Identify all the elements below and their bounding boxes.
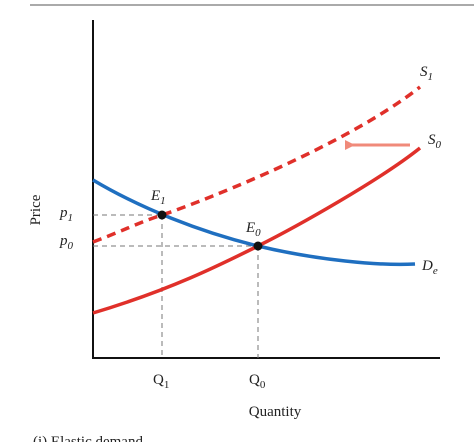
label-sub: e [433, 265, 438, 277]
curve-label: S1 [420, 64, 433, 83]
equilibrium-point [157, 210, 167, 220]
point-label: E0 [245, 220, 261, 239]
x-axis-label: Quantity [249, 404, 302, 420]
label-sub: 0 [436, 139, 442, 151]
curve-label: De [421, 258, 438, 277]
point-label: E1 [150, 188, 166, 207]
supply-s1 [92, 85, 422, 244]
label-base: Q [249, 372, 260, 388]
label-base: E [150, 188, 160, 204]
label-sub: 1 [160, 195, 166, 207]
equilibrium-point [253, 241, 263, 251]
price-label: p1 [59, 205, 73, 224]
label-sub: 0 [255, 227, 261, 239]
label-base: S [428, 132, 436, 148]
y-axis-label: Price [28, 194, 44, 225]
price-label: p0 [59, 233, 74, 252]
label-sub: 0 [68, 240, 74, 252]
label-sub: 1 [68, 212, 74, 224]
label-sub: 1 [164, 379, 170, 391]
guides [93, 214, 259, 358]
label-sub: 1 [428, 71, 434, 83]
label-base: E [245, 220, 255, 236]
label-base: p [59, 233, 68, 249]
label-base: Q [153, 372, 164, 388]
curve-label: S0 [428, 132, 442, 151]
quantity-label: Q0 [249, 372, 266, 391]
label-base: S [420, 64, 428, 80]
label-base: p [59, 205, 68, 221]
quantity-label: Q1 [153, 372, 169, 391]
label-sub: 0 [260, 379, 266, 391]
caption: (i) Elastic demand [33, 434, 143, 442]
label-base: D [421, 258, 433, 274]
